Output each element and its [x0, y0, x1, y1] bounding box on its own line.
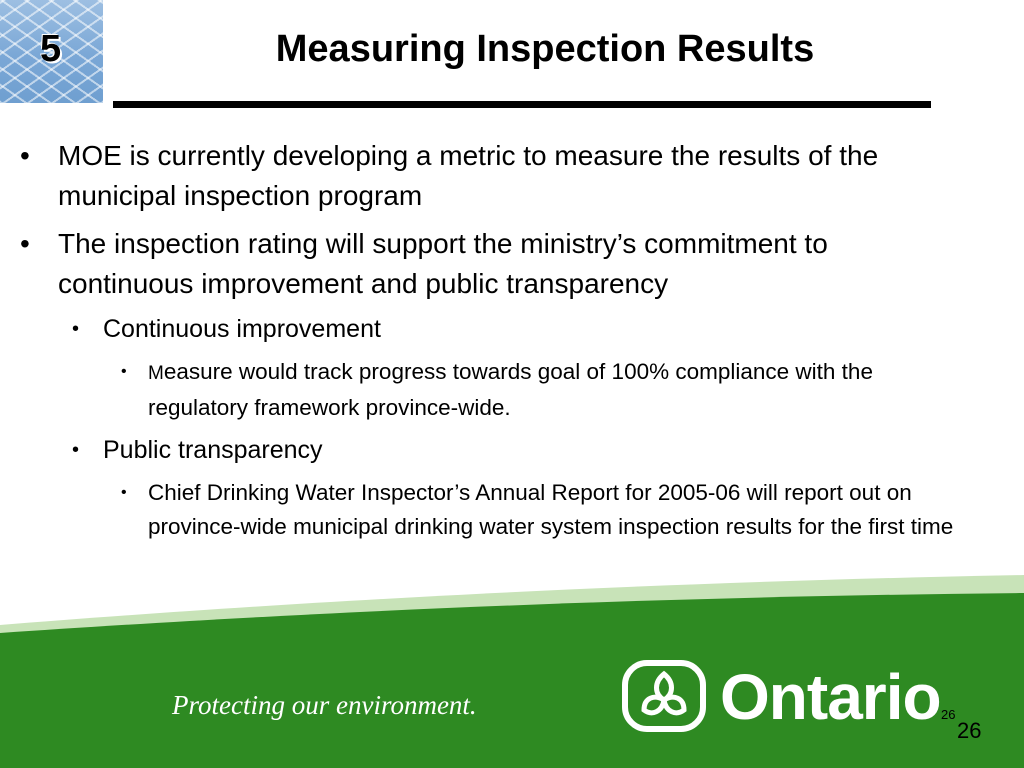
bullet-dot: • — [72, 318, 80, 340]
ontario-wordmark: Ontario — [720, 661, 942, 733]
slide-number: 5 — [40, 28, 62, 70]
page-number-small: 26 — [941, 707, 956, 722]
sub-sub-bullet-report-text: Chief Drinking Water Inspector’s Annual … — [148, 480, 954, 539]
footer-dark-band — [0, 593, 1024, 768]
trillium-icon — [622, 660, 706, 732]
page-number-large: 26 — [957, 718, 982, 743]
measure-rest: easure would track progress towards goal… — [148, 359, 873, 420]
bullet-dot: • — [121, 484, 127, 501]
bullet-2-text: The inspection rating will support the m… — [58, 228, 828, 299]
footer-green-band — [0, 575, 1024, 768]
sub-bullet-continuous-text: Continuous improvement — [103, 315, 381, 343]
bullet-dot: • — [72, 439, 80, 461]
sub-bullet-transparency-text: Public transparency — [103, 436, 323, 464]
bullet-1-text: MOE is currently developing a metric to … — [58, 140, 879, 211]
bullet-dot: • — [20, 140, 30, 171]
sub-sub-bullet-measure-text: Measure would track progress towards goa… — [148, 355, 963, 425]
title-underline — [113, 101, 931, 108]
footer-tagline: Protecting our environment. — [172, 690, 477, 720]
measure-initial: M — [148, 363, 164, 384]
water-texture-image — [0, 0, 103, 103]
slide-title: Measuring Inspection Results — [275, 28, 815, 70]
bullet-dot: • — [121, 363, 127, 380]
bullet-dot: • — [20, 228, 30, 259]
